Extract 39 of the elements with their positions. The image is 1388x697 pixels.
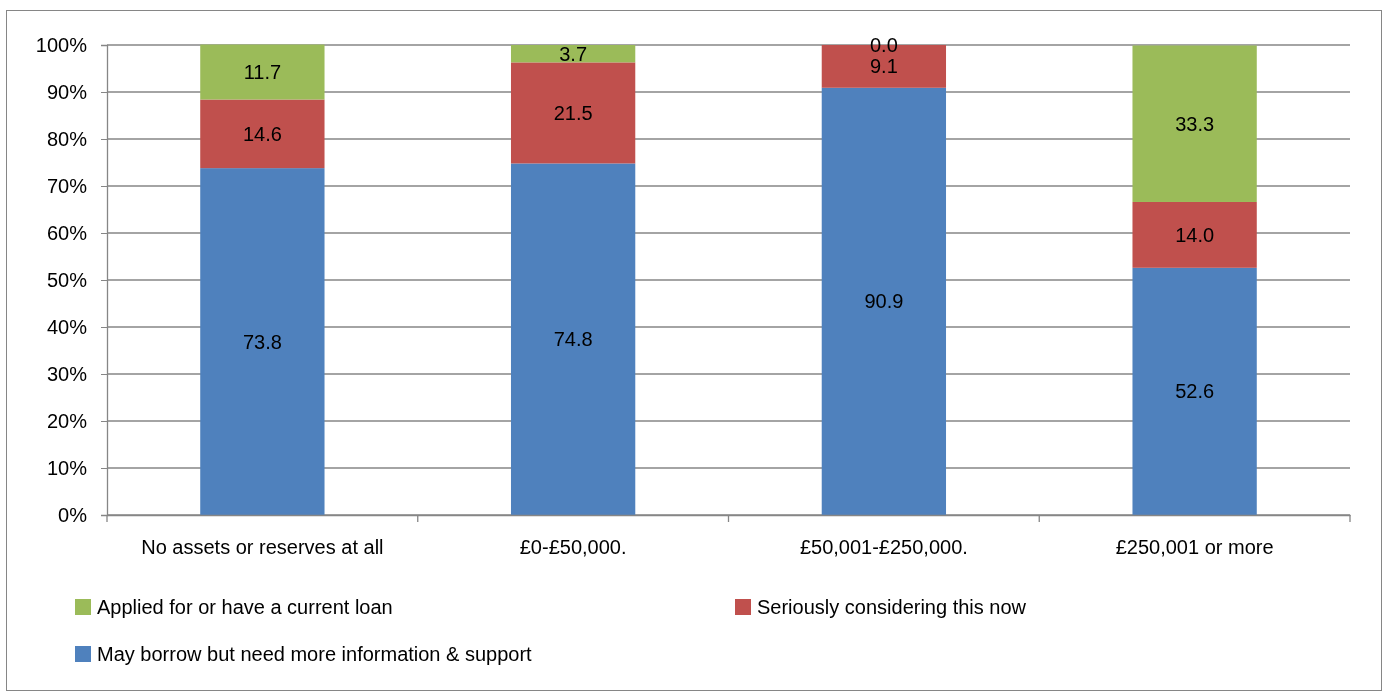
data-label: 14.0	[1175, 223, 1215, 246]
y-tick-label: 80%	[46, 127, 88, 150]
y-tick-label: 0%	[58, 503, 88, 526]
y-tick-label: 100%	[35, 33, 88, 56]
data-label: 33.3	[1175, 112, 1215, 135]
data-label: 21.5	[553, 101, 593, 124]
data-label: 11.7	[243, 61, 282, 84]
legend-label: Applied for or have a current loan	[97, 596, 393, 618]
bar	[200, 99, 325, 169]
x-tick-label: £50,001-£250,000.	[799, 536, 968, 559]
y-tick-label: 30%	[46, 362, 88, 385]
y-tick-label: 20%	[46, 409, 88, 432]
data-label: 14.6	[242, 122, 282, 145]
bar	[510, 163, 636, 515]
data-label: 3.7	[559, 42, 588, 65]
bar	[200, 168, 325, 515]
y-tick-label: 50%	[46, 268, 88, 291]
data-label: 52.6	[1175, 380, 1215, 403]
data-label: 74.8	[553, 328, 593, 351]
y-tick-label: 90%	[46, 80, 88, 103]
y-tick-label: 10%	[46, 456, 88, 479]
data-label: 9.1	[869, 55, 898, 78]
y-tick-label: 60%	[46, 221, 88, 244]
x-tick-label: £0-£50,000.	[519, 536, 627, 559]
x-tick-label: No assets or reserves at all	[141, 536, 384, 559]
bar	[821, 87, 947, 515]
bar	[200, 44, 325, 100]
legend-label: May borrow but need more information & support	[97, 643, 533, 665]
bar	[510, 45, 636, 63]
x-tick-label: £250,001 or more	[1115, 536, 1274, 559]
data-label: 90.9	[864, 290, 904, 313]
data-label: 73.8	[242, 330, 282, 353]
bar	[1132, 267, 1257, 515]
y-tick-label: 40%	[46, 315, 88, 338]
bar	[510, 62, 636, 164]
y-tick-label: 70%	[46, 174, 88, 197]
legend-label: Seriously considering this now	[757, 596, 1027, 618]
bar	[1132, 201, 1257, 268]
bar	[1132, 45, 1257, 202]
